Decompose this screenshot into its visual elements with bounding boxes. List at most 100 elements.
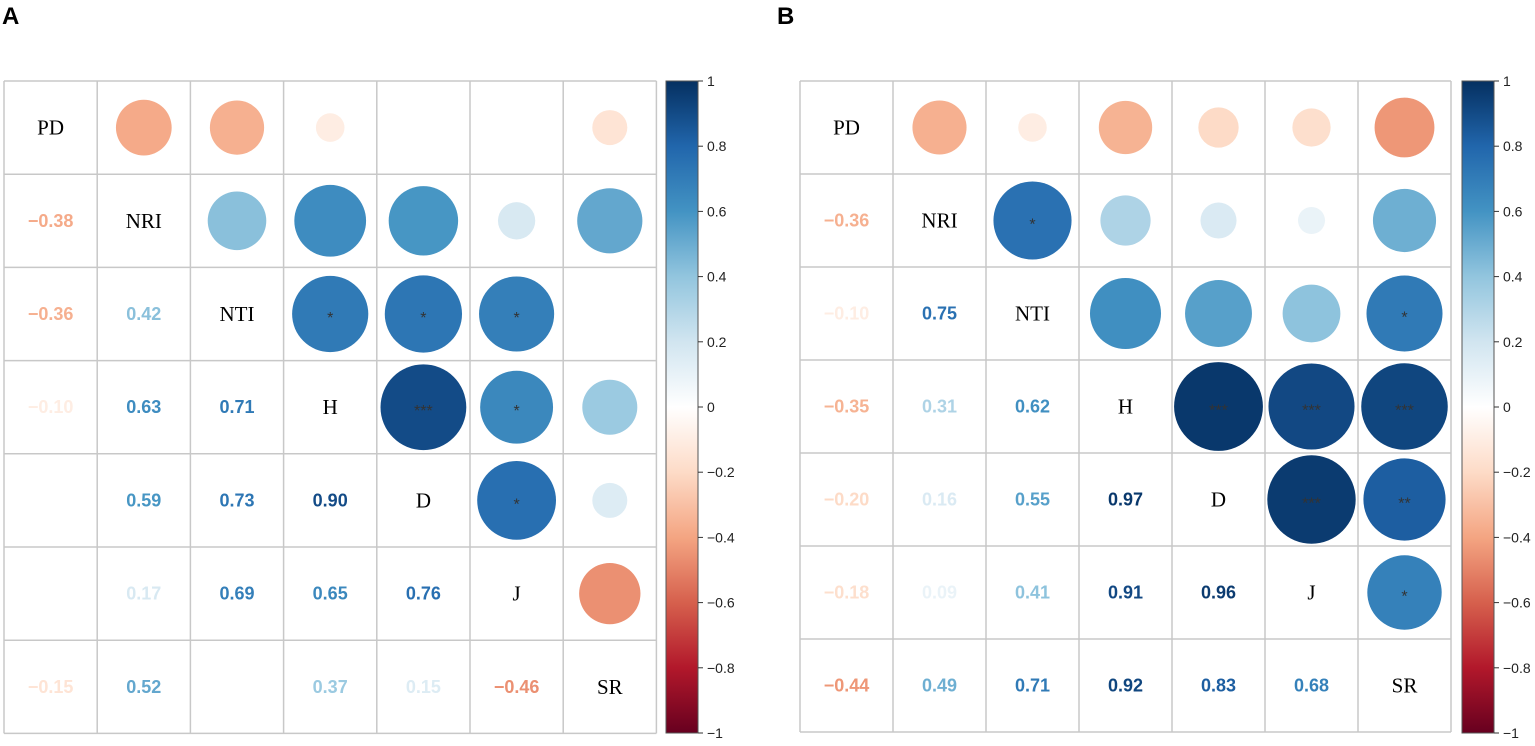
correlation-circle: [315, 113, 345, 142]
correlation-value: 0.73: [219, 490, 254, 510]
correlation-value: 0.31: [922, 397, 957, 417]
variable-label: H: [1118, 395, 1133, 419]
variable-label: SR: [597, 675, 623, 699]
correlation-value: 0.97: [1108, 490, 1143, 510]
colorbar-tick-label: 0.8: [1503, 138, 1523, 154]
correlation-value: 0.59: [126, 490, 161, 510]
colorbar-tick-label: −0.8: [1503, 660, 1531, 676]
variable-label: J: [1307, 581, 1315, 605]
correlation-circle: [1018, 113, 1047, 142]
significance-label: *: [513, 310, 519, 327]
correlation-value: 0.71: [219, 397, 254, 417]
colorbar-tick-label: 0: [1503, 399, 1511, 415]
variable-label: NTI: [1015, 302, 1050, 326]
correlation-value: −0.18: [824, 583, 870, 603]
correlation-value: 0.96: [1201, 583, 1236, 603]
correlation-circle: [207, 191, 267, 251]
colorbar-tick-label: −1: [707, 725, 723, 741]
panel-label-a: A: [2, 3, 19, 30]
correlation-circle: [1174, 362, 1263, 451]
variable-label: D: [1211, 488, 1226, 512]
significance-label: *: [1029, 217, 1035, 234]
colorbar-tick-label: 0.8: [707, 138, 727, 154]
variable-label: D: [416, 488, 431, 512]
correlation-value: 0.92: [1108, 676, 1143, 696]
significance-label: *: [1401, 589, 1407, 606]
correlation-value: 0.55: [1015, 490, 1050, 510]
variable-label: SR: [1392, 674, 1418, 698]
correlation-value: 0.90: [313, 490, 348, 510]
correlation-value: 0.63: [126, 397, 161, 417]
correlation-value: 0.41: [1015, 583, 1050, 603]
correlation-circle: [1268, 363, 1355, 450]
colorbar-tick-label: 1: [707, 73, 715, 89]
variable-label: NRI: [921, 209, 957, 233]
colorbar-tick-label: 0.6: [1503, 203, 1523, 219]
correlation-value: −0.38: [28, 211, 74, 231]
correlation-value: 0.76: [406, 584, 441, 604]
colorbar-tick-label: −1: [1503, 725, 1519, 741]
colorbar-tick-label: 0.4: [707, 269, 727, 285]
colorbar-tick-label: −0.4: [1503, 529, 1531, 545]
correlation-value: 0.37: [313, 677, 348, 697]
correlation-value: −0.46: [494, 677, 540, 697]
correlation-value: −0.10: [824, 304, 870, 324]
correlation-circle: [497, 202, 536, 240]
colorbar-a: 1 0.8 0.6 0.4 0.2 0 −0.2 −0.4 −0.6 −0.8 −1: [665, 73, 735, 741]
correlation-matrix-b: PD−0.36 NRI *−0.10 0.75 NTI *−0.35 0.31 0.62 H **…: [799, 80, 1452, 733]
colorbar-tick-label: 0.2: [1503, 334, 1523, 350]
correlation-circle: [384, 275, 463, 353]
panel-label-b: B: [777, 3, 794, 30]
colorbar-tick-label: −0.2: [1503, 464, 1531, 480]
variable-label: NTI: [220, 302, 255, 326]
correlation-circle: [592, 482, 628, 518]
correlation-value: −0.10: [28, 397, 74, 417]
correlation-value: 0.17: [126, 584, 161, 604]
significance-label: *: [420, 310, 426, 327]
correlation-value: −0.35: [824, 397, 870, 417]
correlation-circle: [579, 562, 641, 625]
correlation-circle: [1372, 188, 1437, 253]
correlation-value: 0.09: [922, 583, 957, 603]
correlation-value: 0.65: [313, 584, 348, 604]
colorbar-tick-label: −0.6: [1503, 595, 1531, 611]
colorbar-tick-label: 1: [1503, 73, 1511, 89]
correlation-value: 0.16: [922, 490, 957, 510]
correlation-circle: [1366, 275, 1443, 352]
correlation-circle: [388, 186, 459, 256]
variable-label: PD: [37, 116, 64, 140]
significance-label: ***: [414, 403, 433, 420]
significance-label: ***: [1209, 403, 1228, 420]
significance-label: *: [513, 403, 519, 420]
colorbar-tick-label: 0.4: [1503, 269, 1523, 285]
correlation-circle: [479, 276, 555, 352]
correlation-value: 0.49: [922, 676, 957, 696]
correlation-circle: [592, 110, 628, 146]
correlation-circle: [1374, 97, 1435, 158]
correlation-circle: [912, 100, 967, 155]
correlation-value: 0.91: [1108, 583, 1143, 603]
correlation-value: −0.36: [824, 211, 870, 231]
correlation-circle: [1361, 363, 1448, 450]
colorbar-tick-label: 0.6: [707, 203, 727, 219]
correlation-circle: [1292, 108, 1331, 147]
correlation-value: 0.42: [126, 304, 161, 324]
significance-label: **: [1398, 496, 1410, 513]
colorbar-gradient: [665, 80, 699, 734]
variable-label: H: [323, 395, 338, 419]
correlation-value: 0.75: [922, 304, 957, 324]
correlation-circle: [480, 370, 554, 444]
colorbar-tick-label: −0.6: [707, 595, 735, 611]
colorbar-b: 1 0.8 0.6 0.4 0.2 0 −0.2 −0.4 −0.6 −0.8 −1: [1461, 73, 1531, 741]
variable-label: NRI: [126, 209, 162, 233]
correlation-circle: [1089, 277, 1162, 350]
colorbar-tick-label: −0.4: [707, 529, 735, 545]
correlation-circle: [1297, 206, 1326, 235]
correlation-circle: [1200, 202, 1237, 239]
correlation-circle: [577, 188, 643, 254]
correlation-circle: [582, 379, 638, 435]
correlation-value: 0.62: [1015, 397, 1050, 417]
correlation-circle: [294, 184, 367, 257]
significance-label: ***: [1302, 496, 1321, 513]
